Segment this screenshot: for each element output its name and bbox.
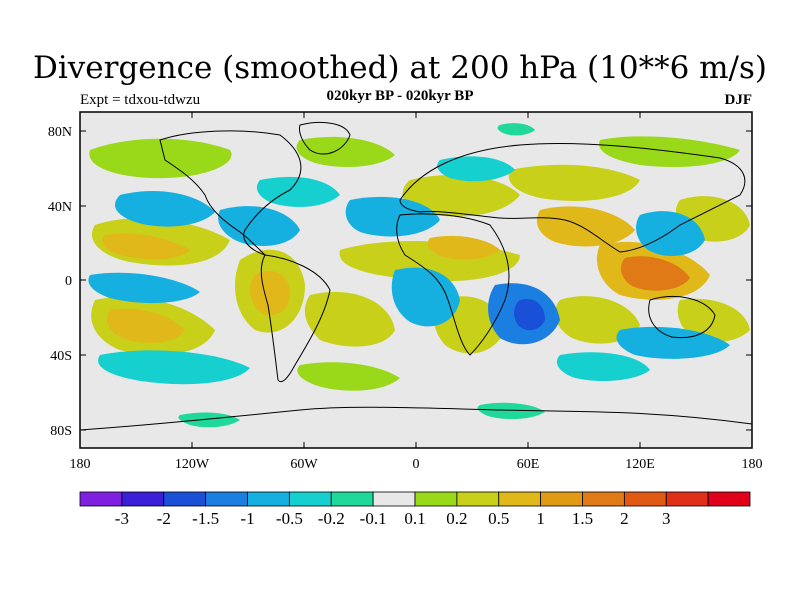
colorbar-swatch: [623, 491, 667, 507]
colorbar-label: -0.1: [360, 509, 387, 528]
colorbar-swatch: [205, 491, 248, 507]
lon-axis: [79, 112, 753, 448]
field-patch: [636, 211, 705, 256]
field-patch: [508, 164, 640, 201]
lon-label: 60E: [517, 457, 540, 472]
field-patch: [616, 326, 730, 359]
field-patch: [89, 138, 232, 179]
field-patch: [106, 308, 185, 343]
field-patch: [620, 256, 690, 291]
colorbar-swatch: [498, 491, 542, 507]
colorbar-label: 1.5: [572, 509, 593, 528]
colorbar-swatch: [414, 491, 458, 507]
colorbar-label: -1.5: [192, 509, 219, 528]
lon-label: 180: [742, 457, 763, 472]
colorbar-label: 0.5: [488, 509, 509, 528]
chart-title: Divergence (smoothed) at 200 hPa (10**6 …: [33, 50, 767, 86]
lon-label: 120E: [625, 457, 655, 472]
field-patch: [88, 272, 200, 304]
lon-labels: 180 120W 60W 0 60E 120E 180: [70, 457, 763, 472]
field-patch: [391, 267, 460, 327]
coast-europe-asia: [399, 142, 746, 253]
colorbar-swatch: [456, 491, 500, 507]
colorbar-label: 0.1: [404, 509, 425, 528]
coast-north-america: [159, 130, 302, 256]
field-patch: [98, 350, 250, 385]
colorbar-swatch: [330, 491, 374, 507]
colorbar-swatch: [79, 491, 123, 507]
colorbar: [79, 491, 751, 507]
field-patch: [556, 352, 650, 382]
colorbar-label: 1: [536, 509, 545, 528]
lat-label: 40S: [50, 349, 72, 364]
colorbar-label: -1: [240, 509, 254, 528]
field-patch: [178, 412, 240, 428]
lat-label: 40N: [48, 200, 72, 215]
colorbar-swatch: [372, 491, 416, 507]
field-patch: [514, 299, 545, 331]
lat-label: 80S: [50, 424, 72, 439]
colorbar-label: -2: [157, 509, 171, 528]
coast-australia: [648, 296, 716, 339]
experiment-label: Expt = tdxou-tdwzu: [80, 92, 201, 108]
field-patch: [345, 196, 440, 237]
field-patch: [250, 271, 290, 315]
colorbar-swatch: [163, 491, 207, 507]
field-patch: [536, 206, 635, 247]
field-patch: [497, 123, 535, 136]
field-patch: [427, 235, 500, 260]
coast-africa: [396, 213, 510, 356]
field-shading: [88, 123, 750, 428]
field-patch: [102, 233, 190, 260]
season-label: DJF: [724, 92, 753, 108]
lat-labels: 80N 40N 0 40S 80S: [48, 125, 72, 439]
field-patch: [297, 362, 400, 391]
field-patch: [477, 402, 545, 420]
field-patch: [402, 175, 520, 217]
colorbar-swatch: [540, 491, 583, 507]
field-patch: [304, 291, 395, 347]
field-patch: [115, 191, 215, 227]
coastlines: [79, 122, 753, 431]
colorbar-swatch: [665, 491, 709, 507]
colorbar-label: 0.2: [446, 509, 467, 528]
coast-south-america: [260, 254, 331, 383]
lat-label: 80N: [48, 125, 72, 140]
colorbar-label: 3: [662, 509, 671, 528]
colorbar-labels: -3 -2 -1.5 -1 -0.5 -0.2 -0.1 0.1 0.2 0.5 1 1.5 2 3: [115, 509, 671, 528]
lon-label: 120W: [175, 457, 210, 472]
field-patch: [437, 156, 515, 182]
colorbar-swatch: [582, 491, 625, 507]
lon-label: 180: [70, 457, 91, 472]
colorbar-label: -0.2: [318, 509, 345, 528]
coast-greenland: [299, 122, 351, 155]
colorbar-swatch: [121, 491, 165, 507]
colorbar-swatch: [247, 491, 290, 507]
field-patch: [218, 206, 300, 246]
coast-antarctica: [79, 406, 753, 431]
subtitle-label: 020kyr BP - 020kyr BP: [326, 88, 474, 104]
field-patch: [296, 136, 395, 167]
colorbar-swatch: [288, 491, 332, 507]
lat-axis: [80, 130, 752, 431]
colorbar-label: 2: [620, 509, 629, 528]
colorbar-swatch: [707, 491, 751, 507]
colorbar-label: -0.5: [276, 509, 303, 528]
lat-label: 0: [65, 274, 72, 289]
field-patch: [256, 176, 340, 207]
lon-label: 60W: [290, 457, 318, 472]
colorbar-label: -3: [115, 509, 129, 528]
lon-label: 0: [413, 457, 420, 472]
